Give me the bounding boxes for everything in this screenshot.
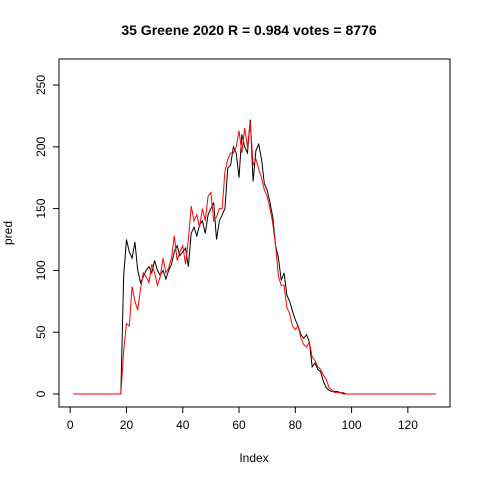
series-line-2 <box>73 122 436 395</box>
x-tick-label: 100 <box>342 418 362 432</box>
y-tick-label: 50 <box>34 325 48 339</box>
y-tick-label: 200 <box>34 136 48 156</box>
y-tick-label: 150 <box>34 198 48 218</box>
y-axis-label: pred <box>1 221 15 245</box>
x-axis-label: Index <box>239 451 268 465</box>
x-tick-label: 60 <box>232 418 246 432</box>
x-tick-label: 40 <box>176 418 190 432</box>
x-tick-label: 20 <box>120 418 134 432</box>
x-tick-label: 120 <box>398 418 418 432</box>
x-axis: 0 20 40 60 80 100 120 <box>67 406 418 432</box>
chart-title: 35 Greene 2020 R = 0.984 votes = 8776 <box>121 22 377 38</box>
series-layer <box>73 119 436 395</box>
y-tick-label: 250 <box>34 75 48 95</box>
y-tick-label: 100 <box>34 260 48 280</box>
x-tick-label: 80 <box>289 418 303 432</box>
series-line-1 <box>73 119 436 395</box>
y-tick-label: 0 <box>34 390 48 397</box>
y-axis: 0 50 100 150 200 250 <box>34 75 60 397</box>
plot-frame <box>58 58 451 408</box>
x-tick-label: 0 <box>67 418 74 432</box>
